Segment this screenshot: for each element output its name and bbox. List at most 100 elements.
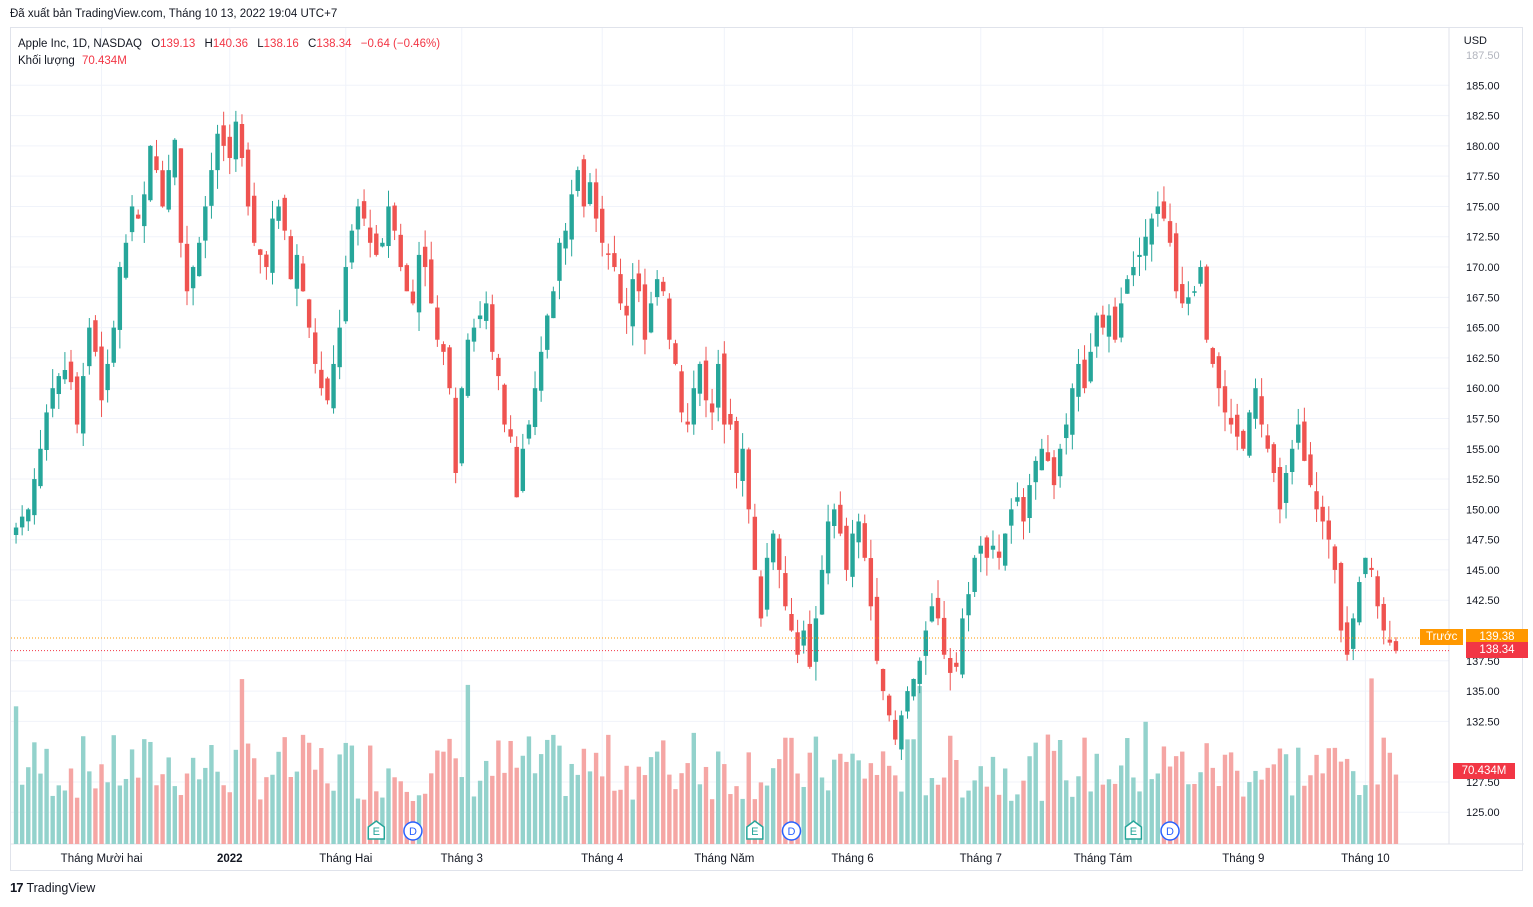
candle-body[interactable]	[62, 370, 68, 380]
candle-body[interactable]	[398, 234, 403, 268]
candle-body[interactable]	[264, 254, 269, 268]
candle-body[interactable]	[642, 284, 648, 340]
candle-body[interactable]	[899, 715, 904, 750]
candle-body[interactable]	[1094, 315, 1099, 347]
candle-body[interactable]	[1338, 563, 1344, 631]
candle-body[interactable]	[923, 630, 929, 656]
dividend-marker-icon[interactable]: D	[781, 821, 802, 841]
candle-body[interactable]	[948, 658, 953, 673]
candle-body[interactable]	[856, 521, 861, 543]
candle-body[interactable]	[1039, 448, 1045, 471]
candle-body[interactable]	[850, 533, 855, 577]
candle-body[interactable]	[838, 504, 843, 534]
candle-body[interactable]	[716, 363, 721, 408]
candle-body[interactable]	[93, 320, 98, 352]
candle-body[interactable]	[569, 194, 574, 240]
candle-body[interactable]	[355, 206, 361, 230]
candle-body[interactable]	[789, 614, 794, 631]
candle-body[interactable]	[1247, 412, 1252, 456]
candle-body[interactable]	[380, 242, 385, 247]
candle-body[interactable]	[270, 218, 275, 273]
candle-body[interactable]	[337, 327, 342, 368]
candle-body[interactable]	[1314, 491, 1319, 510]
candle-body[interactable]	[832, 509, 837, 527]
candle-body[interactable]	[429, 259, 434, 304]
candle-body[interactable]	[1021, 497, 1026, 522]
candle-body[interactable]	[441, 344, 446, 352]
candle-body[interactable]	[935, 597, 941, 619]
candle-body[interactable]	[160, 170, 165, 207]
candle-body[interactable]	[294, 254, 300, 289]
chart-frame[interactable]: 185.00 182.50 180.00 177.50 175.00 172.50 170.…	[10, 27, 1524, 872]
candle-body[interactable]	[81, 376, 86, 434]
candle-body[interactable]	[1375, 576, 1380, 607]
candle-body[interactable]	[697, 363, 703, 394]
candle-body[interactable]	[471, 327, 477, 342]
candle-body[interactable]	[526, 424, 532, 439]
candle-body[interactable]	[1180, 284, 1185, 304]
candle-body[interactable]	[1002, 533, 1008, 566]
candle-body[interactable]	[1320, 506, 1325, 522]
candle-body[interactable]	[251, 195, 257, 243]
candle-body[interactable]	[1015, 497, 1020, 502]
candle-body[interactable]	[496, 357, 501, 377]
candle-body[interactable]	[1057, 448, 1063, 477]
candle-body[interactable]	[581, 159, 587, 207]
candle-body[interactable]	[245, 149, 251, 207]
candle-body[interactable]	[862, 523, 867, 558]
candle-body[interactable]	[142, 194, 147, 227]
candle-body[interactable]	[874, 596, 880, 661]
candle-body[interactable]	[758, 576, 764, 619]
candle-body[interactable]	[117, 267, 123, 330]
candle-body[interactable]	[288, 236, 294, 280]
candle-body[interactable]	[306, 299, 312, 328]
candle-body[interactable]	[1064, 424, 1069, 439]
candle-body[interactable]	[410, 291, 416, 304]
candle-body[interactable]	[1259, 396, 1264, 425]
candle-body[interactable]	[325, 378, 330, 401]
candle-body[interactable]	[667, 298, 672, 340]
candle-body[interactable]	[911, 678, 916, 697]
candle-body[interactable]	[1253, 388, 1258, 419]
candle-body[interactable]	[68, 361, 74, 383]
candle-body[interactable]	[227, 136, 232, 158]
candle-body[interactable]	[557, 242, 562, 281]
candle-body[interactable]	[1125, 279, 1130, 294]
candle-body[interactable]	[184, 243, 190, 292]
candlestick-chart[interactable]: 185.00 182.50 180.00 177.50 175.00 172.50 170.…	[11, 28, 1524, 872]
candle-body[interactable]	[722, 353, 727, 425]
candle-body[interactable]	[459, 388, 464, 464]
candle-body[interactable]	[1332, 546, 1338, 570]
candle-body[interactable]	[984, 537, 990, 558]
candle-body[interactable]	[1155, 206, 1161, 214]
candle-body[interactable]	[612, 253, 617, 268]
earnings-marker-icon[interactable]: E	[367, 820, 386, 840]
candle-body[interactable]	[276, 206, 281, 221]
candle-body[interactable]	[587, 182, 593, 205]
candle-body[interactable]	[752, 516, 758, 570]
candle-body[interactable]	[1045, 452, 1051, 461]
candle-body[interactable]	[1118, 303, 1124, 338]
candle-body[interactable]	[129, 206, 135, 233]
candle-body[interactable]	[636, 273, 642, 292]
candle-body[interactable]	[319, 369, 324, 389]
candle-body[interactable]	[1235, 414, 1240, 437]
candle-body[interactable]	[74, 376, 80, 425]
candle-body[interactable]	[1357, 582, 1362, 623]
candle-body[interactable]	[1076, 363, 1081, 397]
candle-body[interactable]	[929, 606, 935, 622]
candle-body[interactable]	[575, 170, 580, 191]
candle-body[interactable]	[416, 254, 422, 313]
candle-body[interactable]	[606, 253, 611, 255]
candle-body[interactable]	[624, 305, 629, 316]
candle-body[interactable]	[1302, 421, 1307, 461]
candle-body[interactable]	[282, 197, 287, 231]
candle-body[interactable]	[172, 139, 177, 178]
candle-body[interactable]	[1271, 444, 1277, 474]
candle-body[interactable]	[1216, 356, 1222, 389]
candle-body[interactable]	[148, 145, 153, 201]
candle-body[interactable]	[508, 429, 513, 437]
candle-body[interactable]	[954, 662, 959, 667]
candle-body[interactable]	[258, 249, 263, 255]
candle-body[interactable]	[56, 376, 61, 395]
